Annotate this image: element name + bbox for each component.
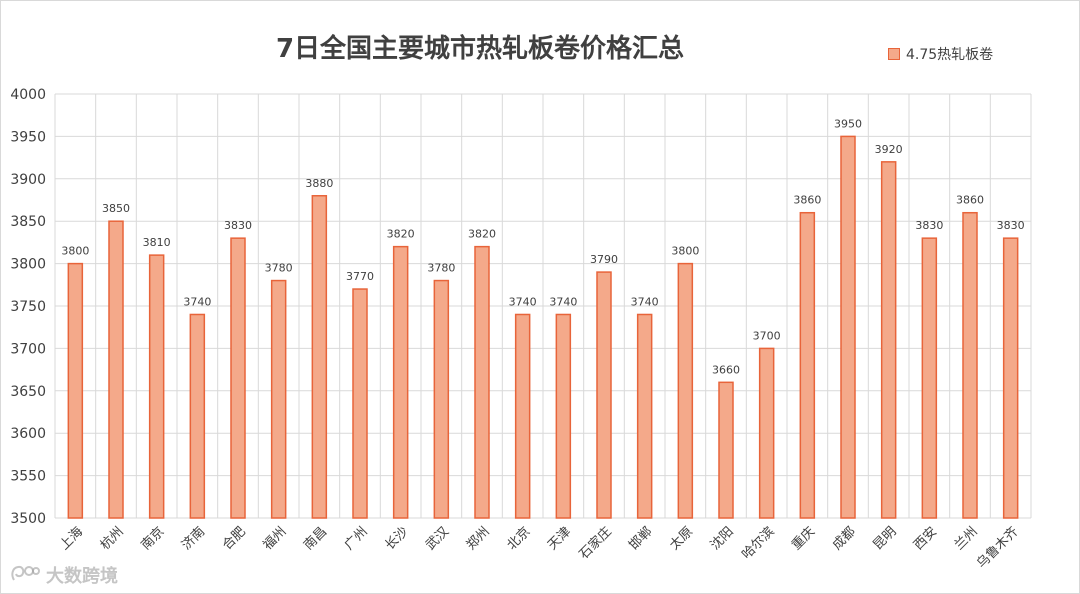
bar (921, 237, 938, 519)
data-label: 3950 (834, 117, 862, 130)
bar (1002, 237, 1019, 519)
y-tick-label: 3750 (10, 299, 46, 315)
x-tick-label: 沈阳 (708, 524, 737, 553)
y-tick-label: 4000 (10, 87, 46, 103)
bar (148, 254, 165, 519)
x-tick-label: 昆明 (870, 524, 899, 553)
bar (718, 381, 734, 519)
y-tick-label: 3550 (10, 469, 46, 485)
data-label: 3810 (143, 236, 171, 249)
data-label: 3860 (793, 194, 821, 207)
y-tick-label: 3900 (10, 172, 46, 188)
legend-label: 4.75热轧板卷 (906, 47, 994, 63)
data-label: 3820 (468, 228, 496, 241)
x-tick-label: 合肥 (220, 524, 249, 553)
data-label: 3830 (997, 219, 1025, 232)
bar (474, 245, 490, 519)
data-label: 3830 (915, 219, 943, 232)
data-label: 3790 (590, 253, 618, 266)
bar (189, 313, 206, 519)
bar (840, 135, 856, 519)
watermark-text: 大数跨境 (46, 566, 118, 587)
watermark-logo-icon (10, 563, 40, 588)
x-tick-label: 郑州 (464, 524, 493, 553)
chart-title: 7日全国主要城市热轧板卷价格汇总 (275, 34, 685, 64)
x-tick-label: 兰州 (952, 524, 981, 553)
bar (270, 279, 287, 519)
bar (514, 313, 531, 519)
bar (392, 245, 409, 519)
data-label: 3860 (956, 194, 984, 207)
x-tick-label: 福州 (260, 524, 289, 553)
bar (880, 161, 897, 519)
bar (962, 211, 978, 519)
bar (230, 237, 246, 519)
data-label: 3920 (875, 143, 903, 156)
data-label: 3800 (61, 245, 89, 258)
data-label: 3660 (712, 363, 740, 376)
bar (67, 262, 84, 519)
bar (311, 195, 328, 519)
bar (352, 288, 368, 519)
data-label: 3740 (183, 295, 211, 308)
x-tick-label: 邯郸 (626, 524, 655, 553)
x-tick-label: 广州 (342, 524, 371, 553)
bar (555, 313, 572, 519)
x-tick-label: 长沙 (382, 524, 411, 553)
y-tick-label: 3700 (10, 341, 46, 357)
y-tick-label: 3600 (10, 426, 46, 442)
x-tick-label: 济南 (178, 524, 208, 554)
x-tick-label: 天津 (545, 524, 574, 553)
x-tick-label: 西安 (911, 524, 940, 553)
x-tick-label: 哈尔滨 (739, 524, 778, 563)
data-label: 3880 (305, 177, 333, 190)
data-label: 3780 (427, 262, 455, 275)
watermark: 大数跨境 (10, 562, 118, 588)
y-tick-label: 3650 (10, 384, 46, 400)
chart-legend: 4.75热轧板卷 (888, 44, 993, 64)
bar (433, 279, 450, 519)
data-label: 3700 (753, 329, 781, 342)
data-label: 3800 (671, 245, 699, 258)
x-tick-label: 乌鲁木齐 (973, 524, 1021, 572)
bar (636, 313, 653, 519)
bar (108, 220, 124, 519)
y-tick-label: 3800 (10, 257, 46, 273)
legend-swatch (888, 48, 900, 60)
y-tick-label: 3850 (10, 214, 46, 230)
x-tick-label: 上海 (57, 524, 86, 553)
bar (799, 211, 816, 519)
x-tick-label: 南京 (138, 524, 168, 554)
data-label: 3820 (387, 228, 415, 241)
bar (596, 271, 612, 519)
bar (758, 347, 775, 519)
x-tick-label: 成都 (830, 524, 859, 553)
y-tick-label: 3950 (10, 129, 46, 145)
y-tick-label: 3500 (10, 511, 46, 527)
data-label: 3770 (346, 270, 374, 283)
data-label: 3780 (265, 262, 293, 275)
x-tick-label: 南昌 (300, 524, 330, 554)
x-tick-label: 石家庄 (576, 524, 615, 563)
data-label: 3830 (224, 219, 252, 232)
x-tick-label: 太原 (667, 524, 696, 553)
data-label: 3740 (509, 295, 537, 308)
data-label: 3740 (631, 295, 659, 308)
x-tick-label: 杭州 (98, 524, 127, 553)
data-label: 3850 (102, 202, 130, 215)
x-tick-label: 武汉 (423, 524, 452, 553)
data-label: 3740 (549, 295, 577, 308)
x-tick-label: 重庆 (788, 524, 818, 554)
x-tick-label: 北京 (504, 524, 533, 553)
bar (677, 262, 694, 519)
